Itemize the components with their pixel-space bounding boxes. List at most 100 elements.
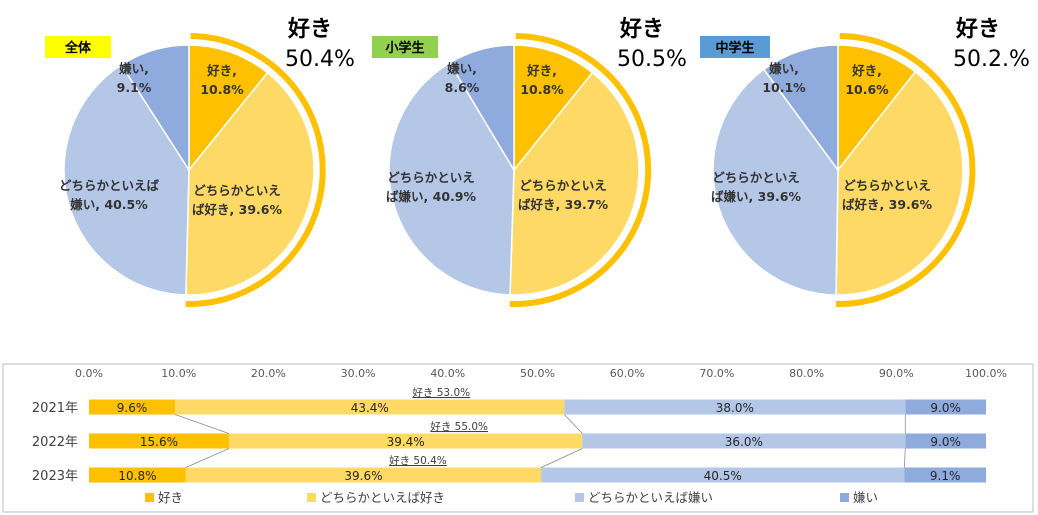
pie-slice <box>185 71 315 296</box>
summary-value: 50.2.% <box>953 47 1030 72</box>
series-connector-line <box>564 414 583 434</box>
legend-swatch <box>307 493 316 502</box>
bar-data-label: 10.8% <box>118 469 156 483</box>
pie-slice <box>448 44 515 173</box>
summary-label: 好き <box>287 16 332 42</box>
bar-data-label: 9.1% <box>930 469 961 483</box>
pie-chart-3: 好き, 10.6% どちらかといえば好き, 39.6% どちらかといえば嫌い, 39.… <box>700 16 1030 307</box>
pie-data-label: 8.6% <box>445 80 480 95</box>
series-connector-line <box>174 414 230 434</box>
bar-segment <box>185 467 542 483</box>
legend-label: 好き <box>158 490 183 505</box>
bar-segment <box>582 433 906 449</box>
pie-slice <box>388 61 515 296</box>
pie-data-label: 10.6% <box>845 82 889 97</box>
group-badge-label: 中学生 <box>715 40 754 56</box>
bar-segment <box>905 399 986 415</box>
bar-data-label: 15.6% <box>140 435 178 449</box>
pie-data-label: 10.8% <box>520 82 564 97</box>
pie-data-label: 10.1% <box>762 80 806 95</box>
bar-data-label: 40.5% <box>704 469 742 483</box>
pie-data-label: 9.1% <box>117 80 152 95</box>
pie-slice <box>835 70 964 296</box>
pie-data-label: ば好き, 39.6% <box>842 197 932 212</box>
pie-slice <box>120 44 190 173</box>
summary-value: 50.4% <box>285 47 355 72</box>
pie-chart-2: 好き, 10.8% どちらかといえば好き, 39.7% どちらかといえば嫌い, 40.… <box>372 16 687 307</box>
pie-slice <box>712 68 839 296</box>
pie-chart-1: 好き, 10.8% どちらかといえば好き, 39.6% どちらかといえば嫌い, 40.… <box>45 16 355 307</box>
legend-swatch <box>840 493 849 502</box>
bar-segment <box>904 467 986 483</box>
bar-data-label: 9.0% <box>930 401 961 415</box>
x-tick-label: 60.0% <box>610 367 645 380</box>
pie-slice <box>513 44 594 173</box>
pie-data-label: 10.8% <box>200 82 244 97</box>
pie-slice <box>188 44 269 173</box>
pie-data-label: 嫌い, 40.5% <box>69 197 148 212</box>
like-highlight-arc <box>835 33 976 307</box>
pie-data-label: どちらかといえ <box>193 183 281 198</box>
summary-label: 好き <box>955 16 1000 42</box>
x-tick-label: 100.0% <box>965 367 1007 380</box>
pie-data-label: 好き, <box>851 63 882 78</box>
x-tick-label: 20.0% <box>251 367 286 380</box>
legend-label: どちらかといえば嫌い <box>588 490 713 505</box>
series-connector-line <box>185 448 230 468</box>
x-tick-label: 10.0% <box>161 367 196 380</box>
bar-data-label: 38.0% <box>716 401 754 415</box>
bar-segment <box>89 399 176 415</box>
like-total-label: 好き 50.4% <box>389 455 447 467</box>
bar-segment <box>89 433 229 449</box>
pie-data-label: ば嫌い, 39.6% <box>711 189 801 204</box>
group-badge-label: 小学生 <box>385 40 424 56</box>
bar-data-label: 43.4% <box>351 401 389 415</box>
x-tick-label: 50.0% <box>520 367 555 380</box>
bar-data-label: 39.4% <box>387 435 425 449</box>
legend-label: 嫌い <box>853 490 878 505</box>
like-total-label: 好き 53.0% <box>412 387 470 399</box>
x-tick-label: 80.0% <box>789 367 824 380</box>
legend-swatch <box>145 493 154 502</box>
bar-data-label: 36.0% <box>725 435 763 449</box>
x-tick-label: 40.0% <box>430 367 465 380</box>
x-tick-label: 30.0% <box>341 367 376 380</box>
bar-segment <box>175 399 565 415</box>
group-badge <box>700 36 770 58</box>
like-highlight-arc <box>509 33 652 307</box>
pie-data-label: 好き, <box>526 63 557 78</box>
group-badge <box>45 36 111 58</box>
bar-data-label: 39.6% <box>344 469 382 483</box>
bar-data-label: 9.6% <box>117 401 148 415</box>
x-tick-label: 90.0% <box>879 367 914 380</box>
pie-data-label: 嫌い, <box>118 61 149 76</box>
pie-data-label: 嫌い, <box>446 61 477 76</box>
category-label: 2022年 <box>32 435 78 450</box>
group-badge <box>372 36 438 58</box>
category-label: 2023年 <box>32 469 78 484</box>
pie-data-label: 好き, <box>206 63 237 78</box>
bar-segment <box>905 433 986 449</box>
summary-label: 好き <box>619 16 664 42</box>
stacked-bar-chart: 0.0% 10.0% 20.0% 30.0% 40.0% 50.0% 60.0% 70.0% 8… <box>2 363 1034 513</box>
series-connector-line <box>540 448 583 468</box>
pie-data-label: どちらかといえ <box>387 170 475 185</box>
bar-data-label: 9.0% <box>930 435 961 449</box>
pie-slice <box>762 44 839 173</box>
bar-segment <box>541 467 905 483</box>
summary-value: 50.5% <box>617 47 687 72</box>
pie-slice <box>837 44 917 173</box>
pie-data-label: ば好き, 39.7% <box>518 197 608 212</box>
like-highlight-arc <box>185 33 326 307</box>
bar-segment <box>228 433 583 449</box>
like-total-label: 好き 55.0% <box>430 421 488 433</box>
pie-data-label: ば嫌い, 40.9% <box>386 189 476 204</box>
x-tick-label: 0.0% <box>75 367 103 380</box>
pie-data-label: 嫌い, <box>768 61 799 76</box>
legend-swatch <box>575 493 584 502</box>
pie-data-label: どちらかといえ <box>519 178 607 193</box>
pie-data-label: どちらかといえ <box>843 178 931 193</box>
pie-data-label: ば好き, 39.6% <box>192 202 282 217</box>
pie-data-label: どちらかといえ <box>712 170 800 185</box>
